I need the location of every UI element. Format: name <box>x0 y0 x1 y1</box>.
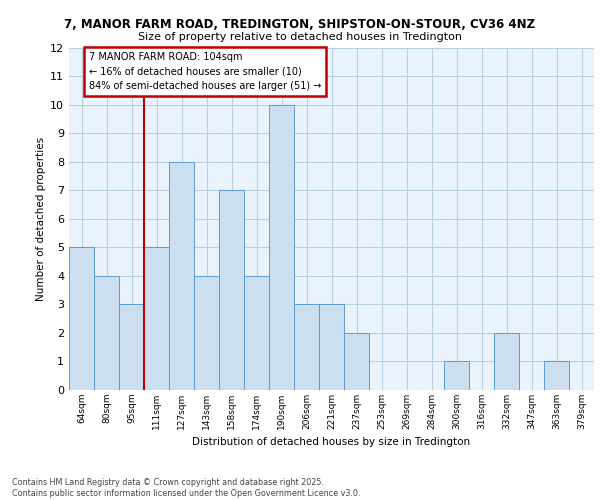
Bar <box>194 276 219 390</box>
Bar <box>544 362 569 390</box>
Text: 7, MANOR FARM ROAD, TREDINGTON, SHIPSTON-ON-STOUR, CV36 4NZ: 7, MANOR FARM ROAD, TREDINGTON, SHIPSTON… <box>64 18 536 30</box>
Text: Size of property relative to detached houses in Tredington: Size of property relative to detached ho… <box>138 32 462 42</box>
Bar <box>94 276 119 390</box>
Bar <box>444 362 469 390</box>
Bar <box>294 304 319 390</box>
Bar <box>344 333 369 390</box>
Y-axis label: Number of detached properties: Number of detached properties <box>36 136 46 301</box>
Bar <box>144 248 169 390</box>
Bar <box>244 276 269 390</box>
Bar <box>494 333 519 390</box>
X-axis label: Distribution of detached houses by size in Tredington: Distribution of detached houses by size … <box>193 438 470 448</box>
Bar <box>69 248 94 390</box>
Bar <box>119 304 144 390</box>
Text: 7 MANOR FARM ROAD: 104sqm
← 16% of detached houses are smaller (10)
84% of semi-: 7 MANOR FARM ROAD: 104sqm ← 16% of detac… <box>89 52 322 92</box>
Text: Contains HM Land Registry data © Crown copyright and database right 2025.
Contai: Contains HM Land Registry data © Crown c… <box>12 478 361 498</box>
Bar <box>169 162 194 390</box>
Bar <box>319 304 344 390</box>
Bar <box>269 104 294 390</box>
Bar <box>219 190 244 390</box>
